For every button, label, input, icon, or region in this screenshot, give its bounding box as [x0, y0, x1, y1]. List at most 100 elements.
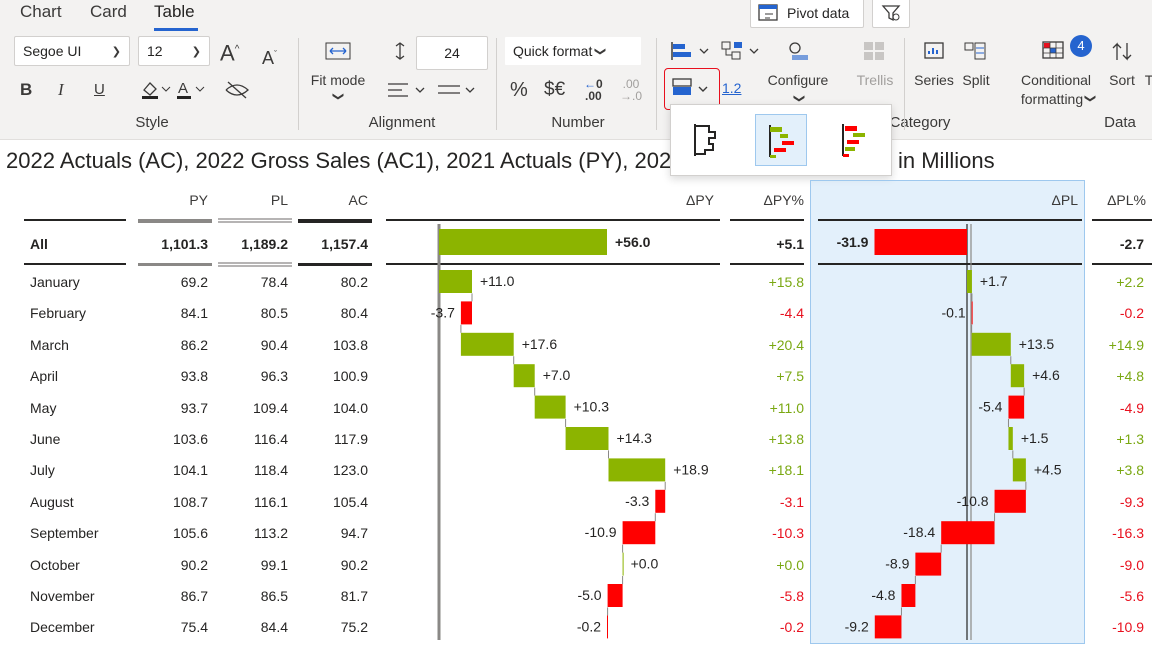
tab-card[interactable]: Card [90, 2, 127, 21]
cell-ac: 75.2 [340, 619, 368, 636]
layout-option-standard[interactable] [681, 114, 733, 166]
configure-label[interactable]: Configure [767, 72, 829, 88]
delta-pl-bar[interactable] [874, 615, 902, 639]
delta-pl-label: -0.1 [942, 304, 966, 320]
header-delta-py[interactable]: ΔPY [685, 192, 714, 208]
delta-pl-total-bar[interactable] [874, 229, 967, 255]
trellis-icon[interactable] [862, 40, 886, 67]
cell-pl: 109.4 [252, 399, 288, 416]
vertical-align-icon[interactable] [436, 80, 480, 105]
delta-py-bar[interactable] [655, 489, 666, 513]
font-family-select[interactable]: Segoe UI ❯ [14, 36, 130, 66]
series-icon[interactable] [922, 40, 948, 67]
delta-py-label: +17.6 [522, 336, 558, 352]
header-ac[interactable]: AC [348, 192, 368, 208]
increase-decimal-button[interactable]: ←0.00 [584, 77, 603, 103]
fill-color-icon[interactable] [140, 78, 174, 105]
cell-delta-pl-pct: +4.8 [1116, 368, 1144, 385]
line-height-icon[interactable] [390, 40, 410, 67]
delta-pl-bar[interactable] [967, 270, 972, 293]
delta-pl-bar[interactable] [1008, 395, 1025, 419]
fit-mode-label[interactable]: Fit mode [310, 72, 366, 88]
pivot-data-button[interactable]: Pivot data [750, 0, 864, 28]
delta-py-label: +14.3 [617, 430, 653, 446]
table-rules [24, 218, 1152, 267]
conditional-formatting-label-2[interactable]: formatting [1020, 91, 1084, 107]
percent-button[interactable]: % [510, 79, 528, 101]
delta-pl-bar[interactable] [971, 301, 973, 325]
sort-icon[interactable] [1110, 40, 1136, 67]
delta-py-label: +11.0 [480, 273, 515, 289]
header-pl[interactable]: PL [270, 192, 288, 208]
delta-py-total-bar[interactable] [439, 229, 607, 255]
filter-settings-button[interactable] [872, 0, 910, 28]
truncated-ribbon-label[interactable]: T [1144, 72, 1152, 88]
currency-button[interactable]: $€ [544, 79, 566, 100]
cell-ac: 81.7 [340, 588, 368, 604]
delta-pl-bar[interactable] [901, 584, 916, 607]
trellis-label[interactable]: Trellis [856, 72, 894, 88]
italic-button[interactable]: I [58, 80, 64, 99]
delta-pl-bar[interactable] [941, 521, 995, 545]
delta-py-bar[interactable] [622, 521, 656, 545]
delta-py-bar[interactable] [460, 332, 514, 356]
split-icon[interactable] [962, 40, 988, 67]
delta-py-bar[interactable] [607, 615, 608, 639]
layout-options-icon[interactable] [668, 40, 716, 67]
fit-mode-icon[interactable] [324, 40, 352, 67]
line-height-input[interactable]: 24 [416, 36, 488, 70]
series-label[interactable]: Series [914, 72, 954, 88]
delta-pl-label: -18.4 [903, 524, 935, 540]
tab-chart[interactable]: Chart [20, 2, 62, 21]
configure-icon[interactable] [786, 40, 812, 67]
selected-column-highlight[interactable] [810, 180, 1085, 644]
delta-py-bar[interactable] [565, 427, 609, 450]
cell-pl: 116.4 [254, 431, 288, 447]
conditional-formatting-label-1[interactable]: Conditional [1020, 72, 1092, 88]
delta-py-bar[interactable] [460, 301, 472, 325]
svg-text:A: A [178, 80, 188, 97]
delta-py-label: -3.7 [431, 304, 455, 320]
decrease-decimal-button[interactable]: .00 →.0 [620, 77, 643, 103]
font-size-select[interactable]: 12 ❯ [138, 36, 210, 66]
delta-py-bar[interactable] [439, 270, 472, 293]
cell-delta-py-pct: -5.8 [779, 588, 804, 604]
cell-delta-py-pct: +20.4 [768, 336, 804, 353]
delta-py-label: +7.0 [543, 367, 571, 383]
header-delta-pl-pct[interactable]: ΔPL% [1107, 192, 1146, 208]
delta-py-bar[interactable] [534, 395, 566, 419]
total-delta-pl-pct: -2.7 [1119, 236, 1144, 252]
horizontal-align-icon[interactable] [386, 80, 430, 105]
delta-py-bar[interactable] [622, 552, 624, 576]
delta-pl-bar[interactable] [971, 332, 1011, 356]
layout-option-alternative[interactable] [829, 114, 881, 166]
delta-pl-bar[interactable] [1008, 427, 1013, 450]
layout-option-inverted[interactable] [755, 114, 807, 166]
hide-icon[interactable] [224, 80, 250, 105]
conditional-formatting-icon[interactable] [1040, 38, 1070, 67]
split-label[interactable]: Split [962, 72, 990, 88]
number-precision-button[interactable]: 1.2 [722, 80, 742, 96]
header-delta-pl[interactable]: ΔPL [1051, 192, 1078, 208]
delta-pl-bar[interactable] [1012, 458, 1026, 482]
group-data-label: Data [1104, 114, 1136, 131]
increase-font-icon[interactable]: A^ [220, 40, 240, 66]
hierarchy-icon[interactable] [718, 40, 766, 67]
delta-pl-bar[interactable] [994, 489, 1026, 513]
delta-pl-bar[interactable] [1010, 364, 1025, 388]
decrease-font-icon[interactable]: Aˇ [262, 48, 278, 68]
delta-py-bar[interactable] [607, 584, 623, 607]
delta-py-bar[interactable] [513, 364, 535, 388]
bold-button[interactable]: B [20, 80, 33, 99]
underline-button[interactable]: U [94, 81, 105, 98]
delta-py-bar[interactable] [608, 458, 666, 482]
sort-label[interactable]: Sort [1109, 72, 1135, 88]
tab-table[interactable]: Table [154, 2, 195, 21]
quick-format-select[interactable]: Quick format ❯ [504, 36, 642, 66]
cell-delta-pl-pct: -10.9 [1112, 619, 1144, 636]
font-color-icon[interactable]: A [176, 78, 210, 105]
header-py[interactable]: PY [189, 192, 208, 208]
delta-pl-label: -10.8 [957, 493, 989, 509]
header-delta-py-pct[interactable]: ΔPY% [763, 192, 804, 208]
delta-pl-bar[interactable] [915, 552, 942, 576]
